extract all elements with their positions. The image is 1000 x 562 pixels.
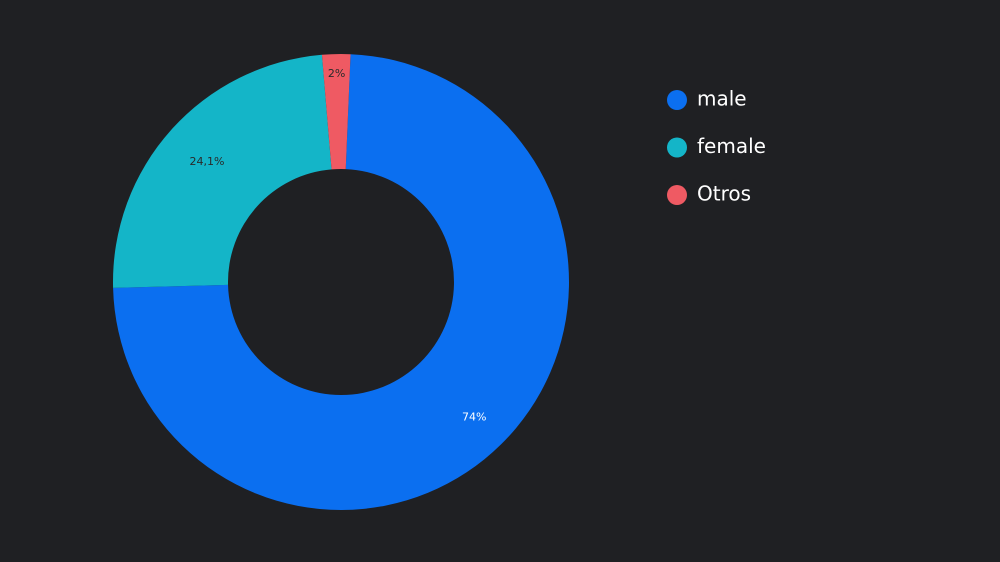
slice: [113, 54, 569, 511]
slice: [321, 54, 351, 170]
slice: [113, 54, 332, 288]
legend-label: female: [697, 134, 766, 158]
slice-label: 74%: [462, 410, 486, 423]
legend-swatch: [667, 185, 687, 205]
legend-label: Otros: [697, 182, 751, 206]
slice-label: 2%: [328, 67, 345, 80]
slice-label: 24,1%: [189, 155, 224, 168]
legend-swatch: [667, 137, 687, 158]
legend-swatch: [667, 90, 687, 110]
legend-label: male: [697, 87, 747, 111]
